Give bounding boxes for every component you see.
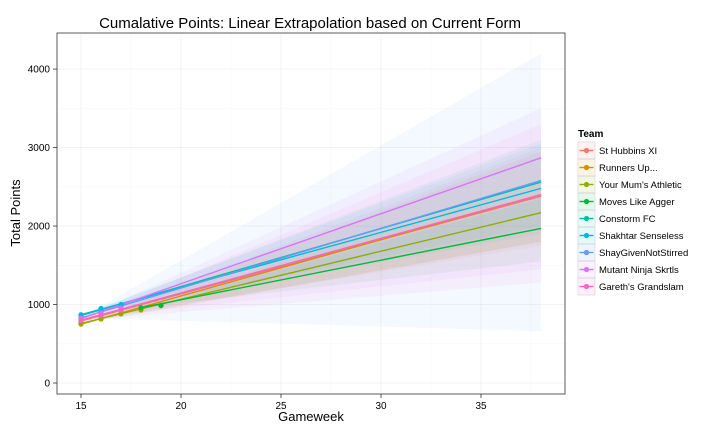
x-axis-ticks: 15 20 25 30 35 (75, 394, 487, 412)
confidence-band (81, 124, 541, 321)
legend-label: Mutant Ninja Skrtls (599, 265, 679, 276)
y-axis-title: Total Points (8, 179, 23, 247)
legend-point (583, 198, 590, 205)
data-point (98, 312, 104, 319)
series-lines (80, 157, 542, 325)
data-point (98, 305, 104, 312)
legend-label: St Hubbins XI (599, 146, 657, 157)
x-axis-title: Gameweek (278, 409, 344, 424)
data-point (118, 311, 124, 317)
y-tick-label: 0 (44, 379, 50, 390)
x-tick-label: 30 (375, 401, 387, 412)
legend-label: Your Mum's Athletic (599, 180, 682, 191)
series-line (80, 193, 542, 321)
legend-label: Runners Up... (599, 163, 658, 174)
confidence-band (81, 108, 541, 319)
legend-title: Team (578, 129, 603, 140)
legend-label: Gareth's Grandslam (599, 282, 684, 293)
plot-panel (56, 32, 566, 395)
series-line (80, 179, 542, 319)
x-tick-label: 20 (175, 401, 187, 412)
series-line (80, 157, 542, 320)
data-point (158, 302, 164, 308)
confidence-bands (81, 53, 541, 332)
confidence-band (141, 198, 541, 308)
series-line (80, 195, 542, 322)
legend-label: ShayGivenNotStirred (599, 248, 688, 259)
legend-label: Moves Like Agger (599, 197, 675, 208)
legend-label: Constorm FC (599, 214, 656, 225)
y-tick-label: 4000 (28, 65, 51, 76)
confidence-band (81, 143, 541, 315)
chart-title: Cumalative Points: Linear Extrapolation … (99, 15, 521, 32)
data-point (138, 305, 144, 311)
legend-point (583, 249, 590, 256)
legend-point (583, 266, 590, 273)
y-tick-label: 1000 (28, 300, 51, 311)
x-tick-label: 15 (75, 401, 87, 412)
legend-point (583, 215, 590, 222)
x-tick-label: 35 (475, 401, 487, 412)
series-points (78, 301, 164, 327)
y-tick-label: 3000 (28, 143, 51, 154)
legend-point (583, 181, 590, 188)
legend: Team St Hubbins XI Runners Up... Your Mum'… (577, 129, 688, 296)
legend-label: Shakhtar Senseless (599, 231, 684, 242)
legend-point (583, 283, 590, 290)
legend-point (583, 232, 590, 239)
legend-point (583, 164, 590, 171)
confidence-band (81, 147, 541, 322)
legend-point (583, 147, 590, 154)
series-line (80, 187, 542, 316)
confidence-band (81, 139, 541, 316)
y-tick-label: 2000 (28, 222, 51, 233)
confidence-band (81, 53, 541, 332)
y-axis-ticks: 0 1000 2000 3000 4000 (28, 65, 57, 390)
data-point (78, 317, 84, 323)
x-tick-label: 25 (275, 401, 287, 412)
series-line (140, 227, 542, 309)
data-point (118, 307, 124, 313)
